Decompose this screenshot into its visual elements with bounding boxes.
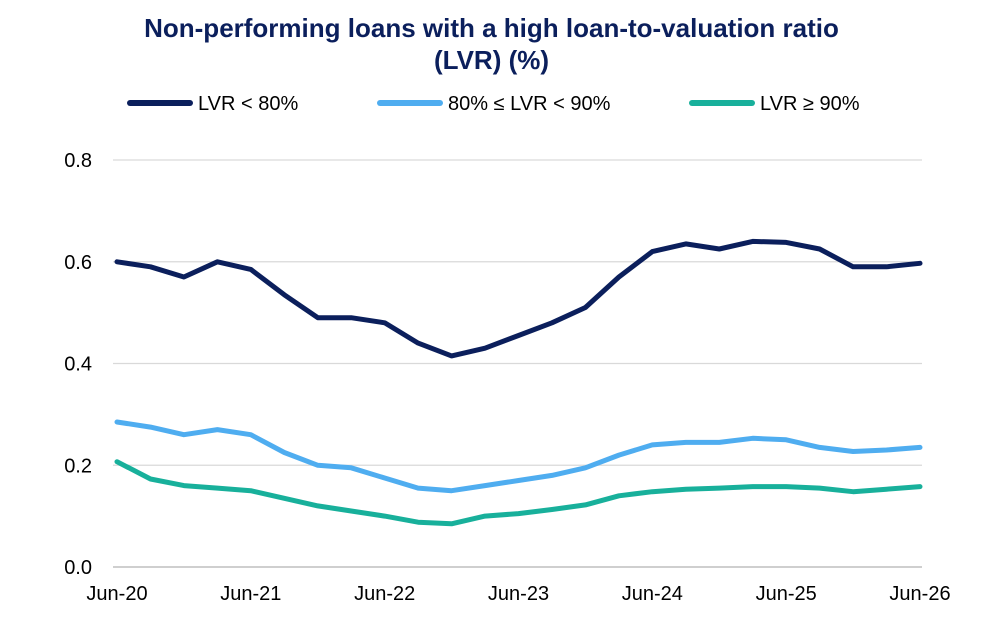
x-axis: Jun-20 Jun-21 Jun-22 Jun-23 Jun-24 Jun-25 Jun-… — [86, 566, 951, 605]
chart-title-line-1: Non-performing loans with a high loan-to… — [144, 13, 839, 43]
legend-label-lvr-80-to-90: 80% ≤ LVR < 90% — [448, 93, 611, 115]
x-tick-label: Jun-26 — [889, 583, 950, 605]
legend-item-lvr-below-80: LVR < 80% — [127, 93, 298, 115]
x-tick-label: Jun-22 — [354, 583, 415, 605]
plot-series — [114, 238, 923, 527]
y-tick-label: 0.0 — [64, 557, 92, 579]
y-tick-label: 0.6 — [64, 252, 92, 274]
legend-label-lvr-below-80: LVR < 80% — [198, 93, 298, 115]
x-tick-label: Jun-20 — [86, 583, 147, 605]
y-axis: 0.0 0.2 0.4 0.6 0.8 — [64, 150, 92, 579]
series-line-lvr-90-plus — [114, 459, 923, 527]
chart-title-line-2: (LVR) (%) — [433, 45, 550, 75]
legend-label-lvr-90-plus: LVR ≥ 90% — [760, 93, 860, 115]
gridlines — [113, 159, 922, 466]
legend-item-lvr-80-to-90: 80% ≤ LVR < 90% — [377, 93, 611, 115]
series-line-lvr-below-80 — [114, 238, 923, 359]
legend-item-lvr-90-plus: LVR ≥ 90% — [689, 93, 860, 115]
x-tick-label: Jun-23 — [488, 583, 549, 605]
x-tick-label: Jun-25 — [756, 583, 817, 605]
y-tick-label: 0.2 — [64, 455, 92, 477]
x-tick-label: Jun-24 — [622, 583, 683, 605]
chart-title: Non-performing loans with a high loan-to… — [0, 12, 983, 76]
y-tick-label: 0.8 — [64, 150, 92, 172]
series-line-lvr-80-to-90 — [114, 419, 923, 494]
y-tick-label: 0.4 — [64, 354, 92, 376]
legend: LVR < 80% 80% ≤ LVR < 90% LVR ≥ 90% — [127, 93, 860, 115]
x-tick-label: Jun-21 — [220, 583, 281, 605]
